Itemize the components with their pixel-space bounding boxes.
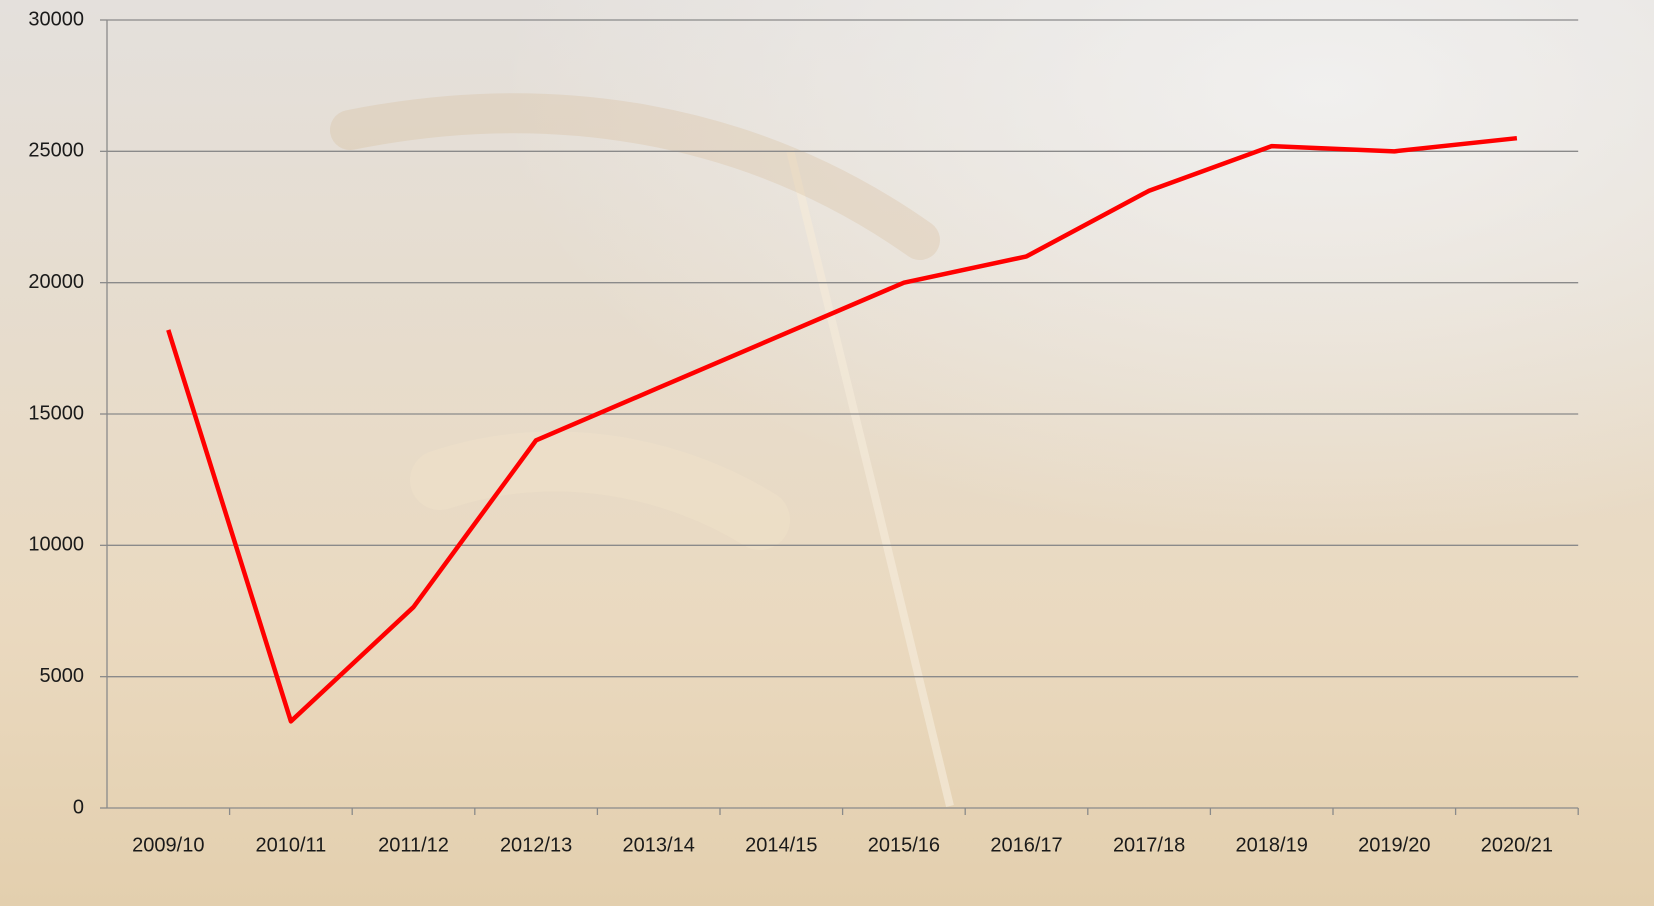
x-tick-label: 2015/16 bbox=[868, 834, 940, 856]
y-tick-label: 0 bbox=[73, 796, 84, 818]
x-tick-label: 2020/21 bbox=[1481, 834, 1553, 856]
y-tick-label: 5000 bbox=[40, 665, 85, 687]
y-tick-label: 10000 bbox=[28, 534, 84, 556]
x-tick-label: 2014/15 bbox=[745, 834, 817, 856]
x-tick-label: 2011/12 bbox=[378, 834, 449, 856]
y-tick-label: 25000 bbox=[28, 140, 84, 162]
background-glow bbox=[0, 0, 1654, 906]
x-tick-label: 2013/14 bbox=[623, 834, 695, 856]
y-tick-label: 15000 bbox=[28, 402, 84, 424]
x-tick-label: 2017/18 bbox=[1113, 834, 1185, 856]
page: {"chart_data": {"type": "line", "categor… bbox=[0, 0, 1654, 906]
y-tick-label: 30000 bbox=[28, 8, 84, 30]
chart: 0 5000 10000 15000 20000 25000 30000 2009/10 201… bbox=[0, 0, 1654, 906]
x-tick-label: 2016/17 bbox=[990, 834, 1062, 856]
x-tick-label: 2012/13 bbox=[500, 834, 572, 856]
y-tick-label: 20000 bbox=[28, 271, 84, 293]
x-tick-label: 2019/20 bbox=[1358, 834, 1430, 856]
x-tick-label: 2018/19 bbox=[1236, 834, 1308, 856]
x-tick-label: 2010/11 bbox=[255, 834, 326, 856]
x-tick-label: 2009/10 bbox=[132, 834, 204, 856]
